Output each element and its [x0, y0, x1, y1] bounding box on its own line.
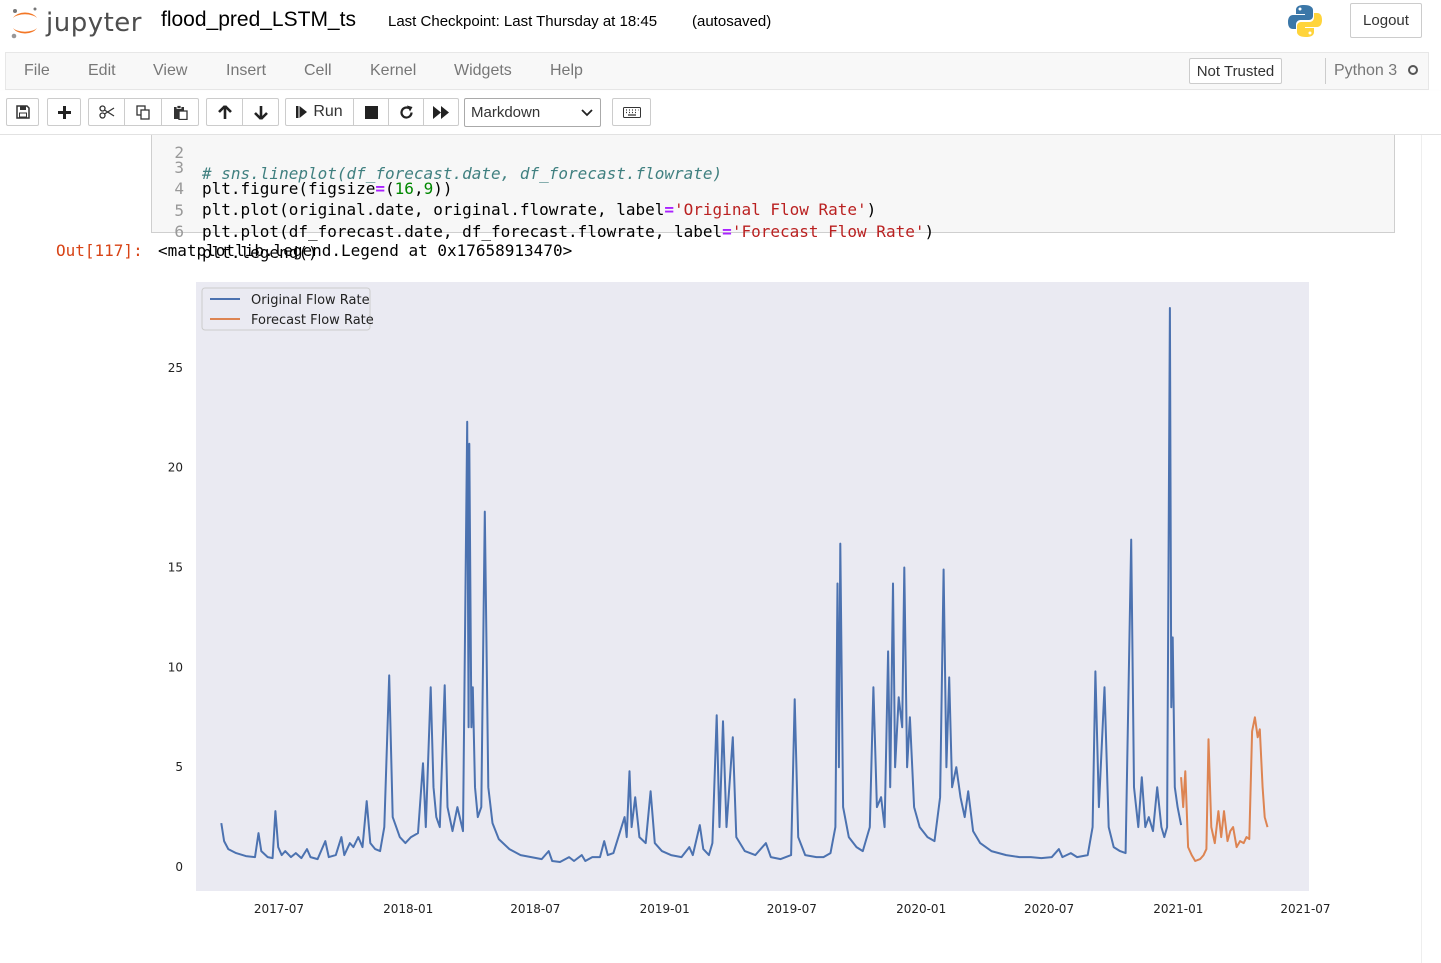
- menu-view[interactable]: View: [153, 62, 188, 79]
- line-number: 6: [174, 222, 184, 241]
- y-tick-label: 15: [168, 561, 183, 575]
- code-text: plt.plot(df_forecast.date, df_forecast.f…: [202, 222, 935, 241]
- interrupt-button[interactable]: [353, 98, 389, 126]
- x-tick-label: 2018-01: [383, 902, 433, 916]
- menu-file[interactable]: File: [24, 62, 50, 79]
- move-down-button[interactable]: [242, 98, 279, 126]
- restart-icon: [399, 105, 413, 119]
- x-tick-label: 2021-07: [1280, 902, 1330, 916]
- trust-status-button[interactable]: Not Trusted: [1189, 58, 1282, 84]
- series-line-forecast: [1180, 716, 1269, 862]
- x-tick-label: 2018-07: [510, 902, 560, 916]
- toolbar: Run: [0, 91, 1441, 135]
- code-line: 2 # sns.lineplot(df_forecast.date, df_fo…: [152, 135, 1392, 183]
- cell-type-select[interactable]: Markdown: [464, 98, 601, 127]
- header: jupyter flood_pred_LSTM_ts Last Checkpoi…: [0, 0, 1441, 51]
- cut-button[interactable]: [88, 98, 125, 126]
- kernel-name: Python 3: [1334, 62, 1398, 79]
- arrow-up-icon: [217, 104, 232, 119]
- output-prompt: Out[117]:: [56, 241, 143, 260]
- y-tick-label: 25: [168, 361, 183, 375]
- y-tick-label: 0: [175, 860, 183, 874]
- jupyter-logo-icon: [11, 7, 37, 39]
- step-forward-icon: [296, 106, 308, 118]
- menu-help[interactable]: Help: [550, 62, 583, 79]
- code-line: 5 plt.plot(df_forecast.date, df_forecast…: [152, 179, 1392, 241]
- plus-icon: [57, 105, 71, 119]
- kernel-separator: [1325, 58, 1326, 84]
- menu-insert[interactable]: Insert: [226, 62, 267, 79]
- x-tick-label: 2019-07: [767, 902, 817, 916]
- x-tick-label: 2017-07: [254, 902, 304, 916]
- x-tick-label: 2021-01: [1153, 902, 1203, 916]
- menu-cell[interactable]: Cell: [304, 62, 332, 79]
- jupyter-logo-text: jupyter: [46, 8, 142, 38]
- paste-icon: [173, 104, 188, 120]
- x-tick-label: 2020-07: [1024, 902, 1074, 916]
- scrollbar[interactable]: [1421, 135, 1441, 963]
- plot-area: [196, 282, 1309, 891]
- legend-label: Forecast Flow Rate: [251, 313, 374, 328]
- move-up-button[interactable]: [206, 98, 243, 126]
- save-icon: [15, 105, 30, 119]
- y-tick-label: 5: [175, 760, 183, 774]
- keyboard-icon: [622, 106, 641, 118]
- line-number: 5: [174, 201, 184, 220]
- code-text: plt.figure(figsize=(16,9)): [202, 179, 453, 198]
- code-text: plt.legend(): [202, 243, 318, 262]
- checkpoint-status: Last Checkpoint: Last Thursday at 18:45: [388, 13, 658, 30]
- x-tick-label: 2019-01: [640, 902, 690, 916]
- code-line: 6 plt.legend(): [152, 200, 1392, 262]
- y-tick-label: 10: [168, 660, 183, 674]
- code-line: 4 plt.plot(original.date, original.flowr…: [152, 157, 1392, 219]
- copy-button[interactable]: [124, 98, 162, 126]
- fast-forward-icon: [432, 105, 449, 119]
- flow-rate-chart: 0 5 10 15 20 25 2017-07 2018-01 2018-07 2019-01 20…: [168, 282, 1331, 916]
- run-label: Run: [313, 103, 343, 120]
- code-text: plt.plot(original.date, original.flowrat…: [202, 200, 877, 219]
- command-palette-button[interactable]: [612, 98, 651, 126]
- y-tick-label: 20: [168, 461, 183, 475]
- insert-cell-button[interactable]: [47, 98, 81, 126]
- stop-icon: [364, 105, 378, 119]
- notebook-container: 2 # sns.lineplot(df_forecast.date, df_fo…: [0, 135, 1441, 963]
- notebook-name[interactable]: flood_pred_LSTM_ts: [161, 8, 356, 31]
- python-logo-icon: [1288, 5, 1322, 37]
- code-line: 3 plt.figure(figsize=(16,9)): [152, 136, 1392, 198]
- legend-box: [201, 287, 371, 331]
- series-line-original: [220, 307, 1183, 863]
- cell-type-value: Markdown: [471, 104, 541, 121]
- code-cell[interactable]: 2 # sns.lineplot(df_forecast.date, df_fo…: [151, 135, 1395, 262]
- kernel-idle-icon: [1408, 65, 1418, 75]
- line-number: 2: [174, 143, 184, 162]
- menu-kernel[interactable]: Kernel: [370, 62, 417, 79]
- code-text: # sns.lineplot(df_forecast.date, df_fore…: [202, 164, 723, 183]
- line-number: 3: [174, 158, 184, 177]
- jupyter-logo[interactable]: jupyter: [10, 4, 142, 42]
- arrow-down-icon: [253, 105, 268, 120]
- scissors-icon: [98, 105, 114, 119]
- menu-edit[interactable]: Edit: [88, 62, 116, 79]
- restart-button[interactable]: [388, 98, 424, 126]
- chevron-down-icon: [581, 109, 593, 117]
- copy-icon: [135, 104, 150, 120]
- legend-label: Original Flow Rate: [251, 293, 370, 308]
- x-tick-label: 2020-01: [896, 902, 946, 916]
- line-number: 4: [174, 179, 184, 198]
- logout-button[interactable]: Logout: [1350, 3, 1422, 38]
- paste-button[interactable]: [161, 98, 199, 126]
- menu-widgets[interactable]: Widgets: [454, 62, 512, 79]
- autosave-status: (autosaved): [692, 13, 772, 30]
- output-text: <matplotlib.legend.Legend at 0x176589134…: [158, 241, 573, 260]
- run-button[interactable]: Run: [285, 98, 354, 126]
- restart-run-all-button[interactable]: [423, 98, 459, 126]
- save-button[interactable]: [6, 98, 39, 126]
